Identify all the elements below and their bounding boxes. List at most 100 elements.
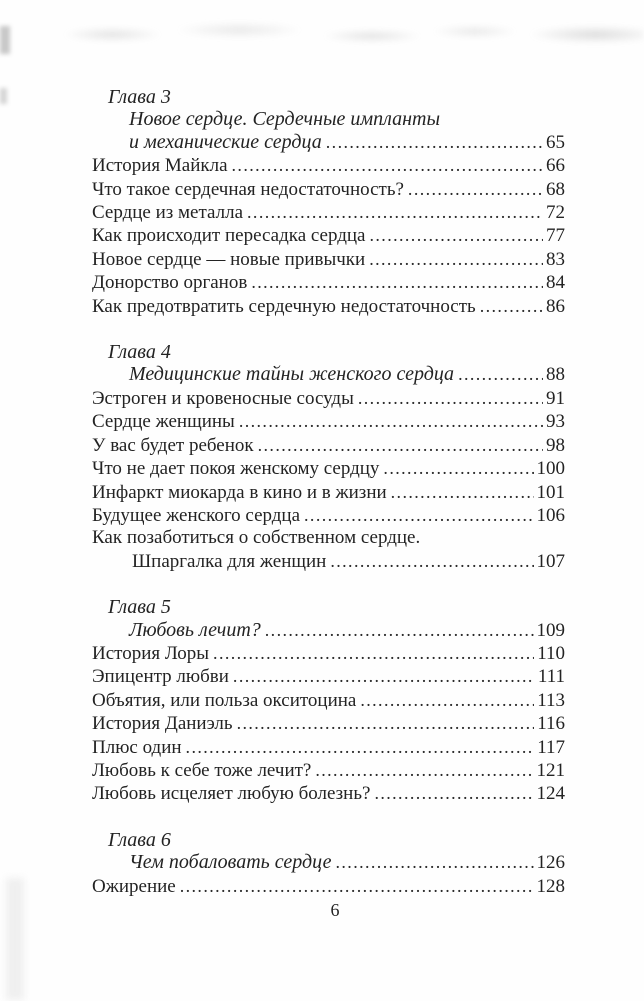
scan-artifact-top-band bbox=[40, 18, 644, 48]
chapter-label: Глава 6 bbox=[108, 828, 171, 851]
toc-entry-label: Любовь лечит? bbox=[129, 618, 261, 641]
toc-page-number: 124 bbox=[536, 783, 566, 805]
toc-page-number: 100 bbox=[536, 458, 566, 480]
toc-entry-label: Любовь исцеляет любую болезнь? bbox=[92, 783, 371, 805]
toc-entry-label: Что такое сердечная недостаточность? bbox=[92, 178, 404, 200]
dot-leader bbox=[336, 851, 534, 874]
dot-leader bbox=[315, 759, 533, 782]
toc-page-number: 111 bbox=[537, 666, 565, 688]
toc-page-number: 72 bbox=[546, 202, 565, 224]
toc-row: Любовь лечит? 109 bbox=[92, 619, 565, 642]
toc-page-number: 91 bbox=[546, 387, 565, 409]
toc-page-number: 109 bbox=[536, 619, 566, 641]
toc-entry-label: Эпицентр любви bbox=[92, 666, 229, 688]
toc-row: Как позаботиться о собственном сердце. bbox=[92, 527, 565, 549]
toc-page-number: 121 bbox=[536, 759, 566, 781]
dot-leader bbox=[304, 504, 533, 527]
toc-entry-label: У вас будет ребенок bbox=[92, 434, 254, 456]
dot-leader bbox=[370, 224, 544, 247]
dot-leader bbox=[391, 481, 534, 504]
toc-entry-label: Что не дает покоя женскому сердцу bbox=[92, 458, 380, 480]
dot-leader bbox=[180, 875, 534, 898]
dot-leader bbox=[360, 689, 534, 712]
toc-entry-label: Любовь к себе тоже лечит? bbox=[92, 759, 312, 781]
dot-leader bbox=[233, 665, 535, 688]
toc-row: Медицинские тайны женского сердца 88 bbox=[92, 363, 565, 386]
toc-page-number: 86 bbox=[546, 295, 565, 317]
toc-row: Донорство органов 84 bbox=[92, 271, 565, 294]
toc-row: Сердце женщины 93 bbox=[92, 410, 565, 433]
toc-row: Любовь к себе тоже лечит? 121 bbox=[92, 759, 565, 782]
toc-entry-label: Новое сердце — новые привычки bbox=[92, 248, 366, 270]
toc-row: и механические сердца 65 bbox=[92, 131, 565, 154]
toc-page-number: 65 bbox=[546, 131, 565, 153]
toc-row: Новое сердце. Сердечные импланты bbox=[92, 108, 565, 130]
toc-row: Новое сердце — новые привычки 83 bbox=[92, 248, 565, 271]
toc-page-number: 106 bbox=[536, 504, 566, 526]
toc-row: Эстроген и кровеносные сосуды 91 bbox=[92, 387, 565, 410]
toc-entry-label: История Майкла bbox=[92, 155, 228, 177]
toc-page-number: 101 bbox=[536, 481, 566, 503]
toc-entry-label: История Даниэль bbox=[92, 713, 233, 735]
dot-leader bbox=[232, 154, 543, 177]
dot-leader bbox=[213, 642, 534, 665]
toc-row: Любовь исцеляет любую болезнь? 124 bbox=[92, 782, 565, 805]
toc-entry-label: Объятия, или польза окситоцина bbox=[92, 689, 357, 711]
toc-page-number: 68 bbox=[546, 178, 565, 200]
toc-page-number: 83 bbox=[546, 248, 565, 270]
chapter-label: Глава 4 bbox=[108, 341, 171, 364]
toc-row: Эпицентр любви 111 bbox=[92, 665, 565, 688]
toc-row: История Даниэль 116 bbox=[92, 712, 565, 735]
table-of-contents: Глава 3 Новое сердце. Сердечные импланты и… bbox=[92, 86, 565, 898]
toc-row: У вас будет ребенок 98 bbox=[92, 434, 565, 457]
toc-entry-label: Инфаркт миокарда в кино и в жизни bbox=[92, 481, 387, 503]
toc-row: Ожирение 128 bbox=[92, 875, 565, 898]
dot-leader bbox=[374, 782, 533, 805]
dot-leader bbox=[247, 201, 543, 224]
toc-entry-label: Сердце женщины bbox=[92, 411, 235, 433]
toc-row: Плюс один 117 bbox=[92, 736, 565, 759]
dot-leader bbox=[239, 410, 543, 433]
toc-entry-label: Как позаботиться о собственном сердце. bbox=[92, 527, 421, 549]
page-number: 6 bbox=[330, 900, 340, 920]
toc-row: Сердце из металла 72 bbox=[92, 201, 565, 224]
dot-leader bbox=[265, 619, 534, 642]
toc-page-number: 126 bbox=[536, 852, 566, 874]
dot-leader bbox=[186, 736, 535, 759]
toc-page-number: 84 bbox=[546, 272, 565, 294]
toc-entry-label: Новое сердце. Сердечные импланты bbox=[129, 108, 441, 131]
toc-entry-label: Как происходит пересадка сердца bbox=[92, 225, 366, 247]
toc-row: Будущее женского сердца 106 bbox=[92, 504, 565, 527]
toc-row: Чем побаловать сердце 126 bbox=[92, 851, 565, 874]
toc-chapter-row: Глава 3 bbox=[92, 86, 565, 108]
dot-leader bbox=[369, 248, 543, 271]
scan-artifact-left-smudge bbox=[0, 88, 7, 104]
toc-page-number: 66 bbox=[546, 155, 565, 177]
toc-row: История Майкла 66 bbox=[92, 154, 565, 177]
toc-page-number: 107 bbox=[536, 550, 566, 572]
toc-page-number: 93 bbox=[546, 411, 565, 433]
toc-entry-label: Будущее женского сердца bbox=[92, 504, 301, 526]
toc-page-number: 110 bbox=[537, 642, 565, 664]
toc-section: Глава 4 Медицинские тайны женского сердца… bbox=[92, 341, 565, 573]
toc-page-number: 128 bbox=[536, 875, 566, 897]
dot-leader bbox=[258, 434, 543, 457]
toc-entry-label: Чем побаловать сердце bbox=[129, 851, 332, 874]
toc-row: Инфаркт миокарда в кино и в жизни 101 bbox=[92, 481, 565, 504]
toc-row: Объятия, или польза окситоцина 113 bbox=[92, 689, 565, 712]
toc-entry-label: Медицинские тайны женского сердца bbox=[129, 363, 455, 386]
toc-entry-label: Шпаргалка для женщин bbox=[132, 550, 327, 572]
toc-chapter-row: Глава 6 bbox=[92, 829, 565, 851]
toc-entry-label: Эстроген и кровеносные сосуды bbox=[92, 387, 354, 409]
dot-leader bbox=[237, 712, 535, 735]
toc-entry-label: Донорство органов bbox=[92, 272, 248, 294]
dot-leader bbox=[480, 295, 543, 318]
toc-entry-label: Плюс один bbox=[92, 736, 182, 758]
chapter-label: Глава 5 bbox=[108, 596, 171, 619]
toc-row: Что не дает покоя женскому сердцу 100 bbox=[92, 457, 565, 480]
dot-leader bbox=[358, 387, 543, 410]
toc-page-number: 117 bbox=[537, 736, 565, 758]
dot-leader bbox=[326, 131, 543, 154]
